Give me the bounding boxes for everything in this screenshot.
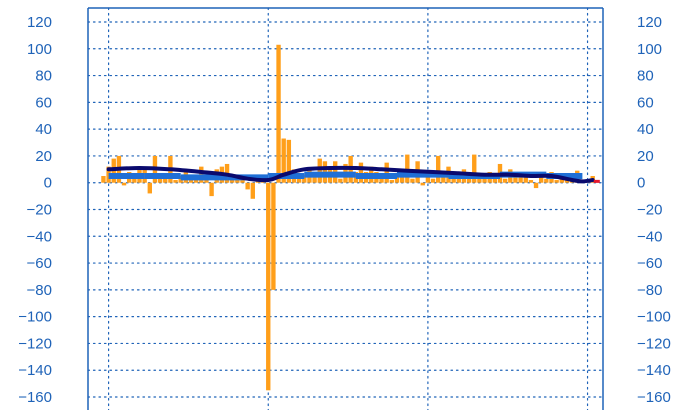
left-tick-label: 40	[35, 121, 52, 138]
bar	[528, 180, 534, 183]
right-tick-label: 100	[637, 41, 662, 58]
left-tick-label: 80	[35, 68, 52, 85]
bar	[420, 182, 425, 186]
bar	[533, 182, 539, 189]
grid	[87, 7, 604, 410]
bar	[358, 162, 364, 183]
left-tick-label: 20	[35, 148, 52, 165]
bar	[101, 176, 106, 183]
bar	[394, 176, 400, 183]
bar	[271, 182, 276, 290]
right-tick-label: −60	[637, 255, 662, 272]
bar	[425, 176, 431, 183]
bar	[451, 176, 456, 183]
bar	[245, 182, 250, 190]
bar	[544, 178, 549, 183]
bar	[430, 178, 436, 183]
bar	[147, 182, 152, 194]
bar	[286, 139, 292, 183]
bar	[209, 182, 214, 197]
bar	[482, 176, 487, 183]
left-tick-label: −160	[18, 389, 52, 406]
left-tick-label: 60	[35, 94, 52, 111]
bar	[518, 174, 523, 183]
bar-series	[101, 44, 595, 391]
right-tick-label: 20	[637, 148, 654, 165]
bar	[296, 176, 302, 183]
right-tick-label: −100	[637, 309, 671, 326]
bar	[235, 178, 240, 183]
bar	[281, 138, 286, 183]
bar	[317, 158, 322, 183]
right-tick-label: 60	[637, 94, 654, 111]
bar	[384, 162, 389, 183]
left-tick-label: 0	[44, 175, 52, 192]
bar	[163, 177, 168, 183]
bar	[472, 154, 477, 183]
bar	[250, 182, 255, 199]
bar	[204, 178, 209, 183]
bar	[410, 178, 415, 183]
left-y-axis: 120 100 80 60 40 20 0 −20 −40 −60 −80 −100 −120 −140 −…	[18, 14, 52, 406]
bar	[121, 182, 127, 186]
right-tick-label: 0	[637, 175, 645, 192]
left-tick-label: −80	[27, 282, 52, 299]
smooth-line-series	[106, 165, 600, 184]
bar	[389, 180, 395, 183]
left-tick-label: −140	[18, 362, 52, 379]
bar	[441, 174, 446, 183]
left-tick-label: −40	[27, 228, 52, 245]
plot-frame	[87, 7, 604, 410]
bar	[312, 176, 317, 183]
right-tick-label: −40	[637, 228, 662, 245]
left-tick-label: −100	[18, 309, 52, 326]
right-tick-label: −120	[637, 335, 671, 352]
bar	[436, 155, 441, 183]
bar	[173, 180, 178, 183]
bar	[502, 178, 508, 183]
right-tick-label: 80	[637, 68, 654, 85]
left-tick-label: −60	[27, 255, 52, 272]
left-tick-label: 100	[27, 41, 52, 58]
bar	[276, 44, 281, 183]
bar	[456, 177, 461, 183]
bar	[338, 178, 343, 183]
bar	[513, 177, 518, 183]
right-tick-label: 40	[637, 121, 654, 138]
bar	[539, 176, 544, 183]
bar	[240, 180, 245, 183]
bar	[266, 182, 271, 391]
left-tick-label: −20	[27, 202, 52, 219]
bar	[554, 180, 559, 183]
right-tick-label: −140	[637, 362, 671, 379]
smooth-line	[106, 165, 595, 184]
right-tick-label: 120	[637, 14, 662, 31]
left-tick-label: −120	[18, 335, 52, 352]
right-tick-label: −20	[637, 202, 662, 219]
bar	[405, 154, 410, 183]
right-tick-label: −80	[637, 282, 662, 299]
right-y-axis: 120 100 80 60 40 20 0 −20 −40 −60 −80 −100 −120 −140 −…	[637, 14, 671, 406]
right-tick-label: −160	[637, 389, 671, 406]
left-tick-label: 120	[27, 14, 52, 31]
